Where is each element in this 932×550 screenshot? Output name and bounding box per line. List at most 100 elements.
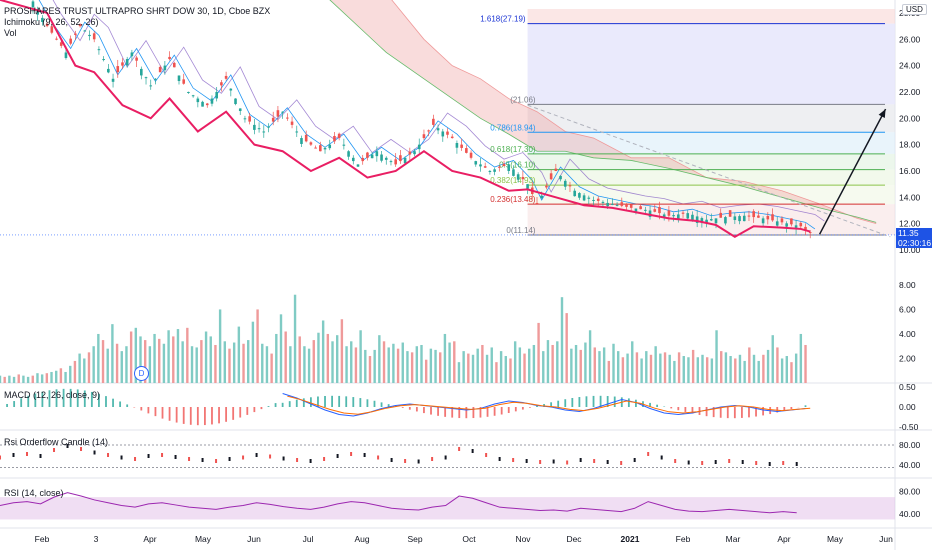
volume-bar [509, 358, 512, 383]
macd-histogram-bar [451, 407, 454, 418]
macd-histogram-bar [76, 389, 79, 407]
volume-bar [790, 362, 793, 383]
macd-histogram-bar [288, 401, 291, 407]
volume-bar [387, 347, 390, 383]
candle-body [620, 202, 624, 206]
volume-tick-label: 8.00 [899, 280, 916, 290]
time-tick-label: Feb [676, 534, 691, 544]
volume-bar [0, 375, 2, 383]
macd-histogram-bar [677, 407, 680, 411]
volume-bar [607, 360, 611, 383]
candle-body [64, 52, 68, 58]
rsiof-candle [701, 461, 704, 465]
rsiof-candle [53, 448, 56, 452]
macd-histogram-bar [13, 401, 16, 407]
volume-bar [757, 360, 760, 383]
candle-body [634, 208, 638, 212]
macd-histogram-bar [119, 401, 122, 407]
macd-histogram-bar [656, 404, 659, 407]
symbol-title[interactable]: PROSHARES TRUST ULTRAPRO SHRT DOW 30, 1D… [4, 6, 271, 16]
macd-histogram-bar [479, 407, 482, 418]
volume-bar [368, 356, 372, 383]
candle-body [639, 206, 642, 210]
volume-bar [382, 341, 386, 383]
fib-zone-0 [527, 104, 895, 133]
candle-body [785, 223, 788, 227]
candle-body [215, 91, 218, 99]
volume-bar [359, 330, 362, 383]
candle-body [742, 215, 746, 222]
time-tick-label: Apr [143, 534, 156, 544]
macd-histogram-bar [564, 399, 567, 407]
candle-body [69, 38, 72, 44]
candle-body [45, 23, 49, 27]
macd-histogram-bar [27, 395, 30, 407]
macd-histogram-bar [281, 402, 284, 407]
volume-bar [176, 329, 180, 383]
candle-body [224, 75, 228, 79]
candle-body [337, 133, 341, 139]
candle-body [328, 144, 332, 149]
volume-bar [443, 333, 447, 383]
volume-bar [232, 342, 236, 383]
volume-bar [499, 351, 503, 383]
macd-histogram-bar [366, 399, 369, 407]
candle-body [450, 136, 454, 139]
volume-bar [579, 349, 582, 383]
volume-bar [584, 342, 587, 383]
volume-bar [204, 331, 208, 383]
macd-histogram-bar [585, 396, 588, 407]
volume-bar [588, 330, 592, 383]
candle-body [516, 174, 520, 180]
macd-histogram-bar [324, 395, 326, 407]
candle-body [168, 56, 171, 60]
volume-bar [471, 354, 475, 383]
macd-histogram-bar [105, 396, 107, 407]
vol-label[interactable]: Vol [4, 28, 17, 38]
candle-body [681, 212, 685, 214]
volume-bar [289, 346, 292, 383]
candle-body [205, 103, 209, 106]
dividend-badge[interactable]: D [134, 366, 149, 381]
macd-label[interactable]: MACD (12, 26, close, 9) [4, 390, 101, 400]
rsi-label[interactable]: RSI (14, close) [4, 488, 64, 498]
ichimoku-label[interactable]: Ichimoku (9, 26, 52, 26) [4, 17, 99, 27]
currency-button[interactable]: USD [902, 4, 927, 15]
time-tick-label: Nov [515, 534, 531, 544]
volume-bar [251, 321, 255, 383]
candle-body [629, 204, 633, 208]
candle-body [323, 147, 327, 150]
rsiof-candle [377, 455, 380, 460]
rsiof-candle [201, 458, 204, 462]
volume-bar [682, 356, 685, 383]
volume-bar [350, 341, 353, 383]
macd-histogram-bar [748, 407, 750, 418]
volume-bar [804, 344, 807, 383]
macd-histogram-bar [345, 396, 348, 407]
candle-body [380, 154, 383, 161]
volume-bar [143, 340, 147, 383]
rsi-orderflow-label[interactable]: Rsi Orderflow Candle (14) [4, 437, 109, 447]
candle-body [563, 180, 567, 187]
volume-bar [153, 333, 156, 383]
macd-histogram-bar [529, 407, 531, 408]
rsiof-candle [0, 455, 1, 460]
candle-body [394, 159, 397, 165]
macd-histogram-bar [627, 398, 630, 407]
rsiof-candle [282, 456, 285, 461]
volume-bar [565, 313, 568, 383]
fib-label-2: 0.786(18.94) [490, 123, 536, 132]
candle-body [573, 190, 576, 197]
macd-histogram-bar [189, 407, 192, 425]
volume-bar [654, 346, 657, 383]
candle-body [790, 218, 793, 225]
volume-bar [513, 341, 517, 383]
volume-bar [668, 354, 671, 383]
candle-body [545, 185, 548, 188]
candle-body [78, 24, 82, 27]
candle-body [526, 184, 529, 189]
candle-body [187, 91, 190, 93]
volume-bar [715, 330, 718, 383]
candle-body [130, 52, 134, 57]
